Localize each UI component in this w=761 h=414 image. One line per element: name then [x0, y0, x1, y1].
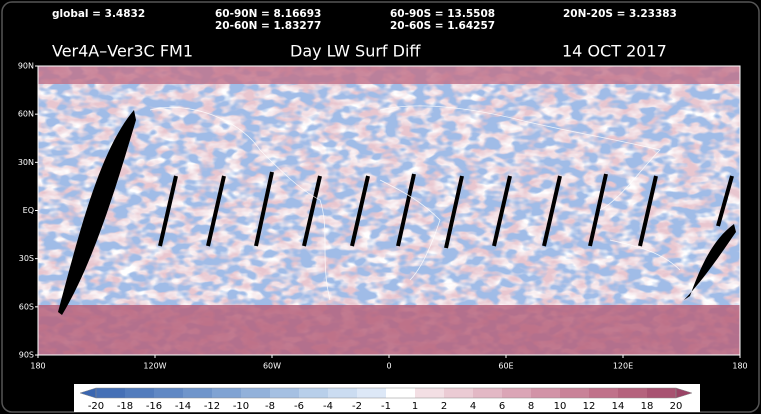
colorbar-label: -1 [381, 401, 391, 412]
figure: global = 3.4832 60-90N = 8.1669320-60N = … [0, 0, 761, 414]
colorbar-label: -10 [233, 401, 249, 412]
colorbar-segment [502, 388, 531, 398]
subtitle: Day LW Surf Diff [290, 42, 421, 61]
colorbar-label: -12 [204, 401, 220, 412]
colorbar-segment [560, 388, 589, 398]
lat-label: 30N [18, 158, 34, 167]
lon-label: 0 [386, 362, 391, 371]
colorbar-label: 20 [670, 401, 683, 412]
colorbar-label: -8 [265, 401, 275, 412]
colorbar-segment [415, 388, 444, 398]
colorbar-label: 6 [499, 401, 505, 412]
colorbar-segment [270, 388, 299, 398]
colorbar-segment [618, 388, 647, 398]
colorbar-label: -14 [175, 401, 191, 412]
screen: global = 3.4832 60-90N = 8.1669320-60N = … [0, 0, 761, 414]
lat-label: EQ [23, 206, 34, 215]
colorbar-segment [444, 388, 473, 398]
date: 14 OCT 2017 [562, 42, 667, 61]
stat: 20N-20S = 3.23383 [563, 8, 677, 20]
colorbar-label: -20 [88, 401, 104, 412]
stat: 60-90N = 8.16693 [215, 8, 321, 20]
colorbar-segment [647, 388, 676, 398]
lon-label: 60E [498, 362, 513, 371]
colorbar-label: 10 [554, 401, 567, 412]
colorbar-label: -18 [117, 401, 133, 412]
colorbar-segment [299, 388, 328, 398]
title: Ver4A–Ver3C FM1 [52, 42, 193, 61]
colorbar-label: -16 [146, 401, 162, 412]
stat: 20-60S = 1.64257 [390, 20, 495, 32]
colorbar-segment [96, 388, 125, 398]
colorbar-label: 12 [583, 401, 596, 412]
lat-label: 60S [19, 302, 34, 311]
colorbar-segment [154, 388, 183, 398]
colorbar-segment [328, 388, 357, 398]
colorbar-label: 14 [612, 401, 625, 412]
colorbar-label: -6 [294, 401, 304, 412]
colorbar-segment [531, 388, 560, 398]
colorbar-segment [183, 388, 212, 398]
colorbar-segment [212, 388, 241, 398]
colorbar-segment [386, 388, 415, 398]
colorbar-segment [125, 388, 154, 398]
colorbar-label: 1 [412, 401, 418, 412]
colorbar-label: 8 [528, 401, 534, 412]
colorbar-label: 2 [441, 401, 447, 412]
colorbar-segment [241, 388, 270, 398]
stat: 20-60N = 1.83277 [215, 20, 321, 32]
lat-label: 90N [18, 62, 34, 71]
colorbar-label: 18 [641, 401, 654, 412]
stat: global = 3.4832 [52, 8, 145, 20]
lon-label: 120W [143, 362, 166, 371]
colorbar-label: 4 [470, 401, 476, 412]
lat-label: 30S [19, 254, 34, 263]
lon-label: 180 [30, 362, 45, 371]
lon-label: 180 [732, 362, 747, 371]
colorbar-segment [473, 388, 502, 398]
stat: 60-90S = 13.5508 [390, 8, 495, 20]
map-image [38, 66, 740, 355]
lon-label: 60W [263, 362, 281, 371]
colorbar-segment [357, 388, 386, 398]
colorbar-segment [589, 388, 618, 398]
lat-label: 90S [19, 351, 34, 360]
lat-label: 60N [18, 110, 34, 119]
colorbar-label: -4 [323, 401, 333, 412]
lon-label: 120E [613, 362, 633, 371]
colorbar-label: -2 [352, 401, 362, 412]
